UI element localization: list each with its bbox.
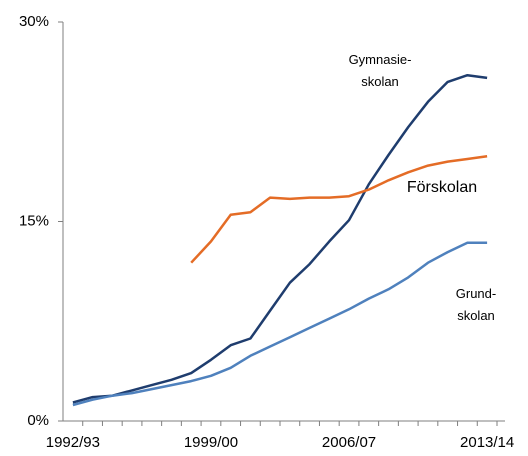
- x-tick-label: 2006/07: [322, 434, 376, 451]
- y-tick-label: 30%: [19, 13, 49, 30]
- x-tick-label: 1999/00: [184, 434, 238, 451]
- y-tick-label: 0%: [27, 412, 49, 429]
- x-tick-label: 1992/93: [46, 434, 100, 451]
- series-label: Förskolan: [406, 179, 478, 196]
- x-tick-label: 2013/14: [460, 434, 514, 451]
- y-tick-label: 15%: [19, 212, 49, 229]
- series-line: [72, 73, 488, 404]
- series-line: [72, 241, 488, 407]
- series-line: [190, 155, 488, 264]
- series-label: Grund- skolan: [455, 286, 497, 323]
- series-label: Gymnasie- skolan: [348, 52, 412, 89]
